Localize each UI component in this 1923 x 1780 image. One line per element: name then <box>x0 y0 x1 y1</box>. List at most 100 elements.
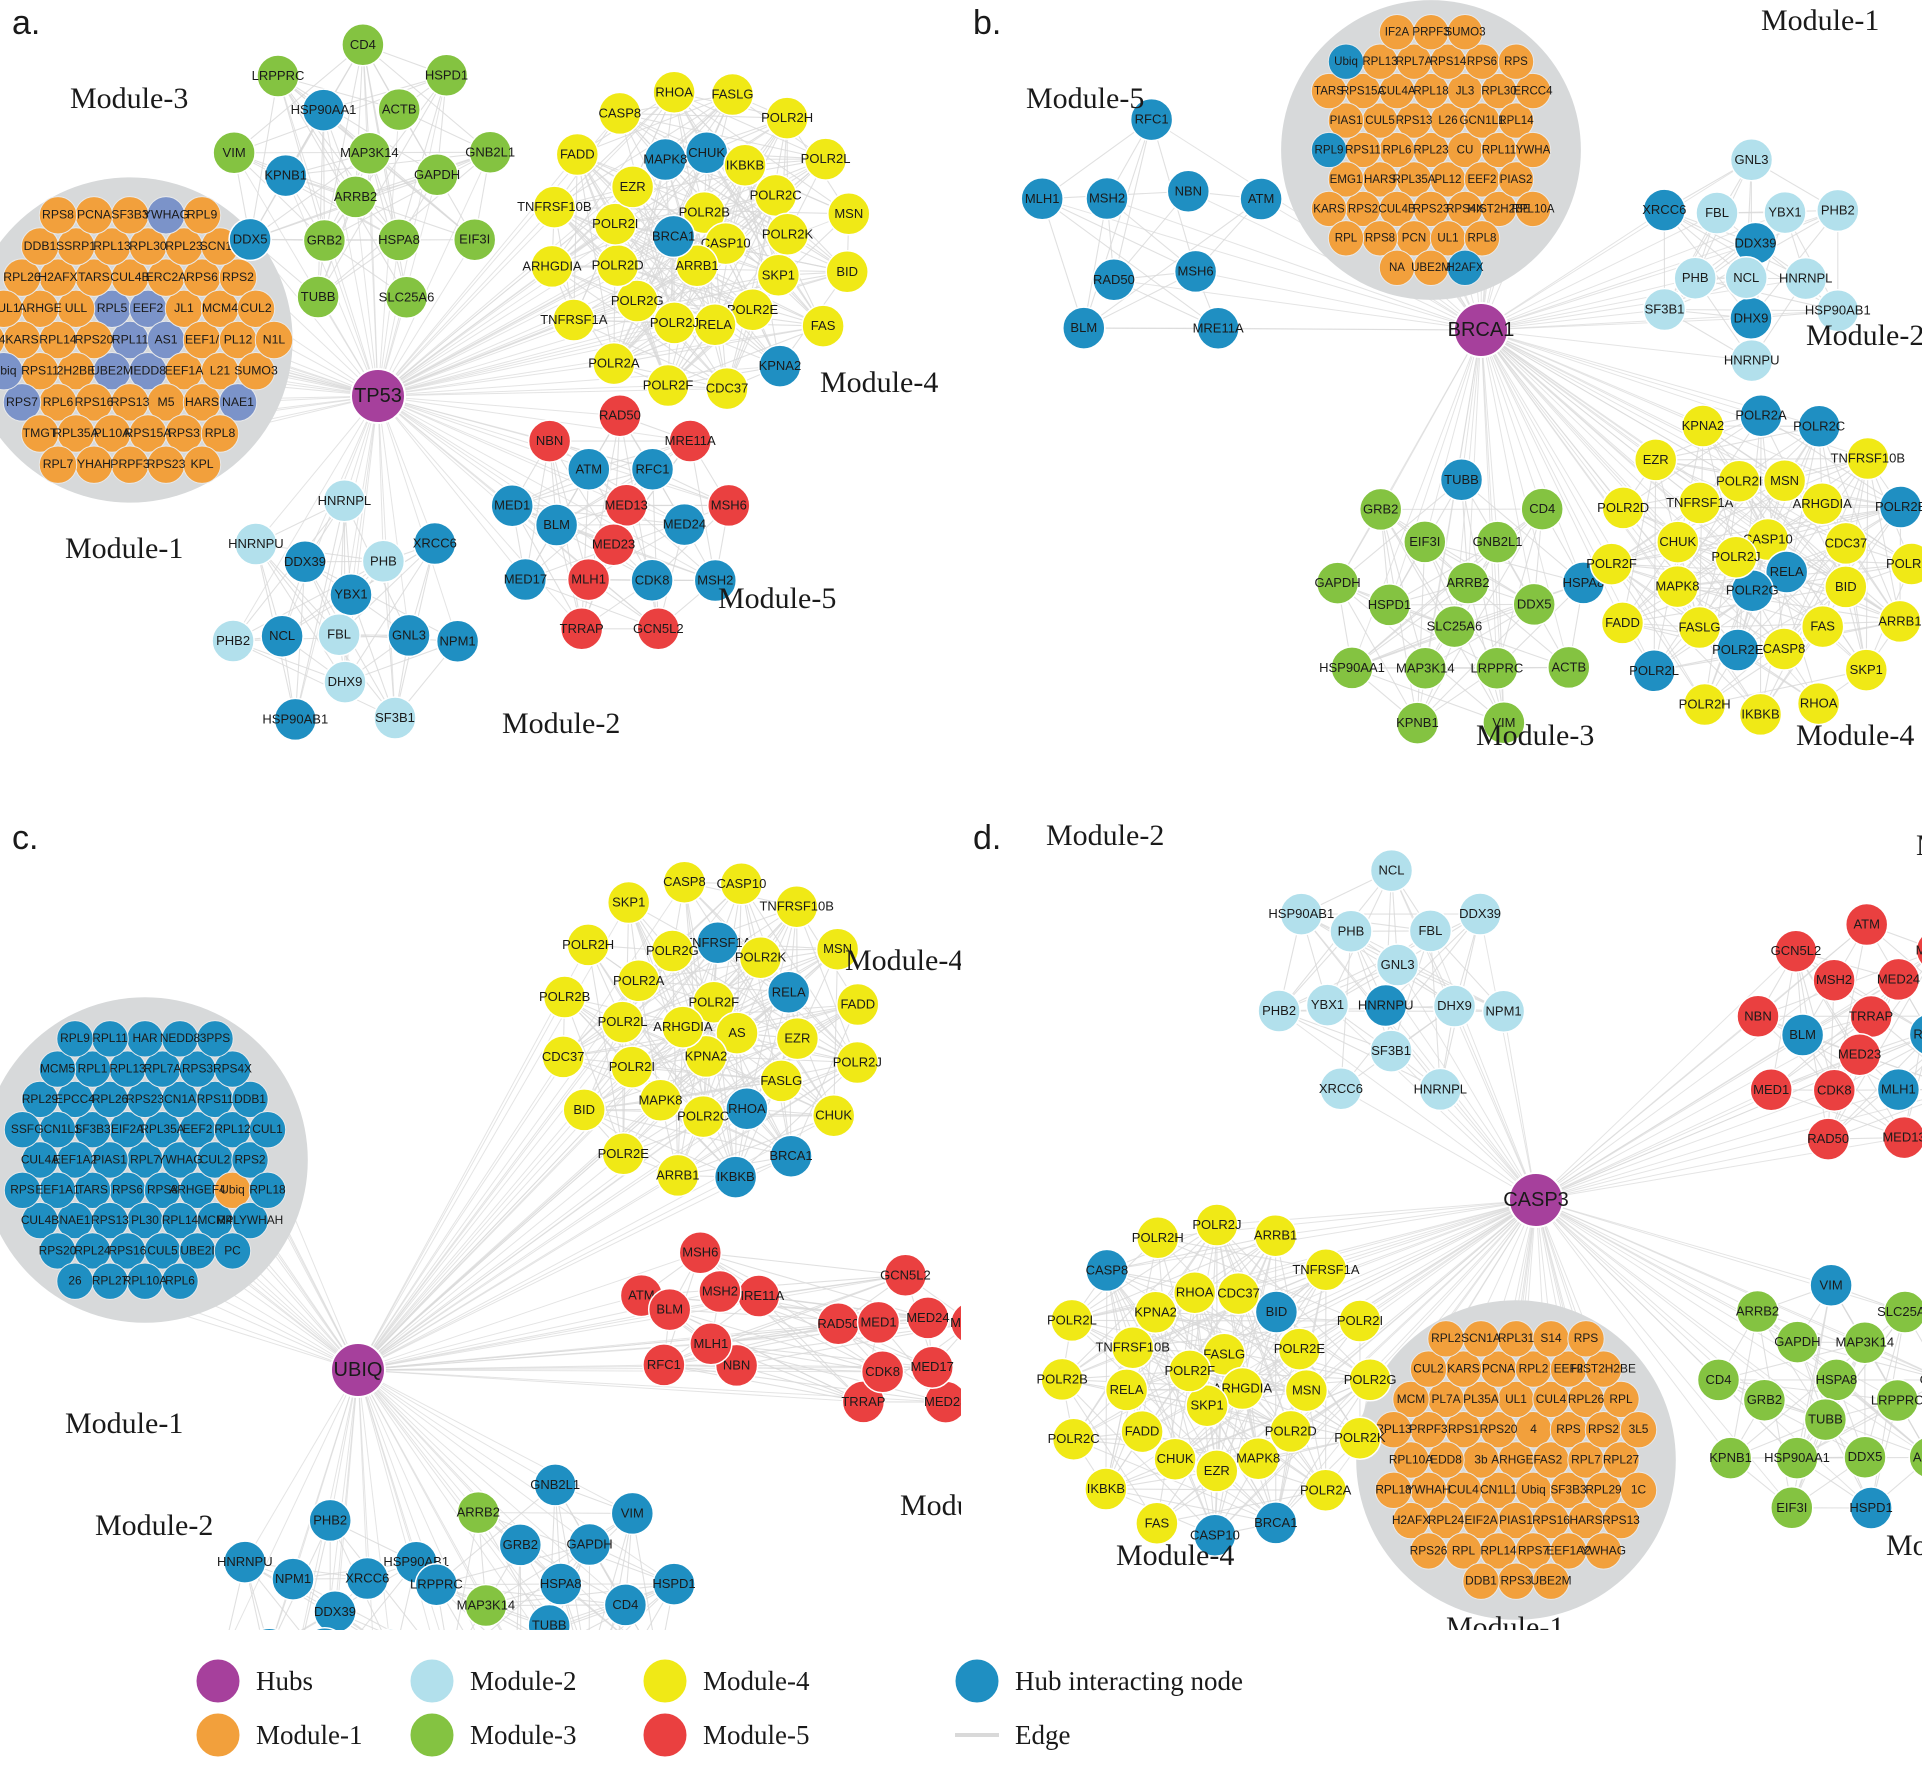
svg-text:POLR2B: POLR2B <box>679 205 730 220</box>
svg-text:VIM: VIM <box>621 1505 644 1520</box>
svg-text:CASP3: CASP3 <box>1503 1189 1569 1211</box>
svg-text:CN1L1: CN1L1 <box>1480 1483 1517 1497</box>
svg-text:Module-2: Module-2 <box>470 1666 576 1696</box>
svg-text:YBX1: YBX1 <box>1768 205 1801 220</box>
svg-text:ERC2A: ERC2A <box>146 270 188 284</box>
svg-text:Ubiq: Ubiq <box>0 364 17 378</box>
svg-text:SF3B1: SF3B1 <box>375 710 415 725</box>
svg-text:FADD: FADD <box>1605 615 1640 630</box>
svg-text:HNRNPU: HNRNPU <box>228 536 284 551</box>
svg-text:KPNB1: KPNB1 <box>1396 715 1439 730</box>
svg-text:UBE2M: UBE2M <box>1531 1574 1572 1588</box>
svg-text:POLR2L: POLR2L <box>1047 1312 1097 1327</box>
svg-text:GAPDH: GAPDH <box>1314 575 1360 590</box>
svg-text:ARRB1: ARRB1 <box>656 1167 699 1182</box>
svg-text:EDD8: EDD8 <box>1430 1452 1462 1466</box>
svg-text:Module-2: Module-2 <box>1806 319 1923 352</box>
svg-text:MAP3K14: MAP3K14 <box>457 1598 516 1613</box>
svg-text:ERCC4: ERCC4 <box>1513 86 1553 98</box>
svg-text:H2AFX: H2AFX <box>1392 1513 1430 1527</box>
svg-text:TNFRSF1A: TNFRSF1A <box>1666 495 1734 510</box>
svg-text:DDX5: DDX5 <box>1848 1449 1883 1464</box>
svg-text:RPL35A: RPL35A <box>1392 174 1435 186</box>
svg-text:CHUK: CHUK <box>1659 534 1696 549</box>
svg-text:DDX39: DDX39 <box>314 1604 356 1619</box>
svg-text:POLR2G: POLR2G <box>1726 583 1779 598</box>
svg-text:RPL30: RPL30 <box>129 239 167 253</box>
svg-text:TRRAP: TRRAP <box>1849 1009 1893 1024</box>
svg-text:XRCC6: XRCC6 <box>1319 1081 1363 1096</box>
svg-text:SSF: SSF <box>11 1122 34 1136</box>
svg-text:LRPPRC: LRPPRC <box>252 68 305 83</box>
svg-text:Module-1: Module-1 <box>65 532 183 565</box>
svg-text:RHOA: RHOA <box>1176 1285 1214 1300</box>
svg-text:CDK8: CDK8 <box>635 572 670 587</box>
svg-text:RPL14: RPL14 <box>1498 115 1534 127</box>
svg-text:BRCA1: BRCA1 <box>652 228 695 243</box>
svg-text:BRCA1: BRCA1 <box>769 1148 812 1163</box>
svg-text:PHB: PHB <box>1338 923 1365 938</box>
svg-text:EZR: EZR <box>784 1031 810 1046</box>
svg-text:ATM: ATM <box>576 461 602 476</box>
svg-text:SKP1: SKP1 <box>1850 662 1883 677</box>
svg-text:BRCA1: BRCA1 <box>1448 319 1515 341</box>
svg-text:Module-5: Module-5 <box>1916 829 1923 862</box>
svg-text:Module-3: Module-3 <box>470 1720 576 1750</box>
svg-text:DDX5: DDX5 <box>233 231 268 246</box>
svg-text:SKP1: SKP1 <box>612 895 645 910</box>
svg-text:RPL11: RPL11 <box>1482 144 1516 156</box>
svg-text:NBN: NBN <box>1744 1008 1771 1023</box>
svg-text:POLR2H: POLR2H <box>562 937 614 952</box>
svg-text:CASP8: CASP8 <box>598 105 641 120</box>
svg-text:EMG1: EMG1 <box>1330 174 1363 186</box>
svg-text:MED13: MED13 <box>1882 1130 1923 1145</box>
svg-text:XRCC6: XRCC6 <box>413 536 457 551</box>
svg-text:PL12: PL12 <box>224 332 253 346</box>
svg-text:HSP90AB1: HSP90AB1 <box>1805 303 1871 318</box>
svg-text:CUL1: CUL1 <box>252 1122 283 1136</box>
svg-text:RPL14: RPL14 <box>1480 1543 1517 1557</box>
svg-text:POLR2A: POLR2A <box>613 973 665 988</box>
svg-text:MLH1: MLH1 <box>1025 191 1060 206</box>
svg-text:TUBB: TUBB <box>1444 472 1479 487</box>
svg-text:RELA: RELA <box>772 984 806 999</box>
svg-text:HSP90AA1: HSP90AA1 <box>1764 1450 1830 1465</box>
svg-text:RPS8: RPS8 <box>42 208 74 222</box>
svg-text:DDB1: DDB1 <box>1465 1574 1497 1588</box>
svg-text:POLR2E: POLR2E <box>1712 642 1764 657</box>
svg-text:PL12: PL12 <box>1435 174 1462 186</box>
svg-text:BID: BID <box>1835 579 1857 594</box>
svg-text:RPL2: RPL2 <box>1431 1331 1461 1345</box>
svg-text:RPL7A: RPL7A <box>144 1062 182 1076</box>
svg-text:TNFRSF10B: TNFRSF10B <box>517 199 591 214</box>
svg-text:PHB: PHB <box>370 553 397 568</box>
svg-text:NBN: NBN <box>723 1357 750 1372</box>
svg-text:MLH1: MLH1 <box>1881 1082 1916 1097</box>
svg-text:RPL6: RPL6 <box>43 395 74 409</box>
svg-text:GNB2L1: GNB2L1 <box>1473 534 1523 549</box>
svg-text:PHB2: PHB2 <box>1262 1003 1296 1018</box>
svg-text:SKP1: SKP1 <box>1190 1398 1223 1413</box>
svg-text:JL1: JL1 <box>174 301 194 315</box>
svg-text:POLR2I: POLR2I <box>1716 473 1762 488</box>
svg-text:XRCC6: XRCC6 <box>1642 202 1686 217</box>
svg-text:HSPA8: HSPA8 <box>540 1576 582 1591</box>
svg-text:YWHAG: YWHAG <box>1581 1543 1626 1557</box>
svg-text:PCNA: PCNA <box>77 208 112 222</box>
svg-text:POLR2C: POLR2C <box>677 1109 729 1124</box>
svg-text:RPL9: RPL9 <box>1315 144 1344 156</box>
svg-text:RPS1: RPS1 <box>1448 1422 1479 1436</box>
svg-text:CUL4A: CUL4A <box>21 1152 59 1166</box>
svg-text:CUL4: CUL4 <box>1536 1392 1567 1406</box>
svg-text:BID: BID <box>573 1102 595 1117</box>
svg-text:RPL8: RPL8 <box>1468 233 1497 245</box>
svg-text:RPL13: RPL13 <box>109 1062 146 1076</box>
svg-text:EEF2: EEF2 <box>183 1122 213 1136</box>
svg-text:KPL: KPL <box>190 457 213 471</box>
svg-text:Module-3: Module-3 <box>1476 719 1594 752</box>
svg-text:RPL1: RPL1 <box>78 1062 108 1076</box>
svg-text:RPL7: RPL7 <box>43 457 74 471</box>
svg-text:HNRNPU: HNRNPU <box>217 1554 273 1569</box>
svg-text:Module-5: Module-5 <box>718 582 836 615</box>
svg-text:IEDD8: IEDD8 <box>130 364 166 378</box>
